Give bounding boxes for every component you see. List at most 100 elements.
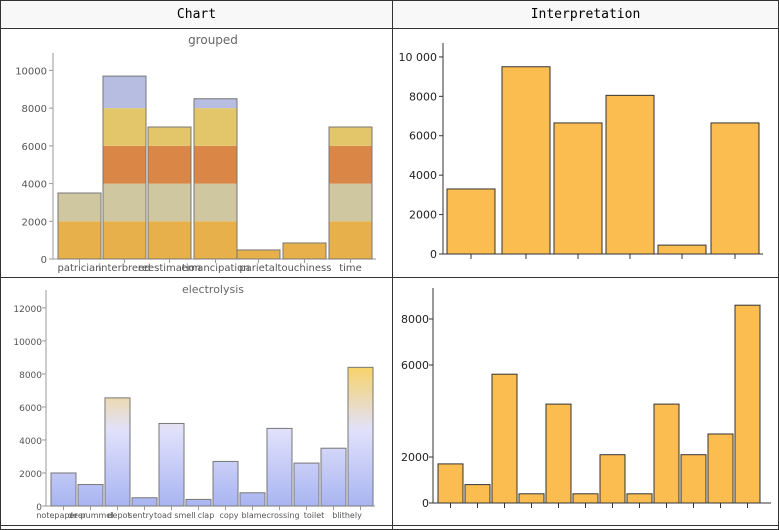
- x-tick-label: depot: [107, 511, 130, 520]
- bar-segment: [103, 76, 146, 109]
- y-tick-label: 10 000: [399, 51, 438, 64]
- bar: [605, 94, 655, 255]
- chart-interpretation-1: 0 2000 4000 6000 8000 10 000: [399, 43, 763, 261]
- bar: [707, 433, 734, 504]
- bar-segment: [329, 183, 372, 222]
- bar-segment: [148, 183, 191, 222]
- bar-segment: [194, 221, 237, 259]
- bar-segment: [103, 221, 146, 259]
- x-tick-label: pummel: [81, 511, 114, 520]
- y-tick-label: 0: [430, 248, 437, 261]
- bar: [710, 122, 760, 255]
- bar: [50, 472, 77, 507]
- bar-segment: [194, 108, 237, 146]
- x-tick-label: notepaper: [36, 511, 78, 520]
- bar: [626, 493, 653, 504]
- y-tick-label: 6000: [22, 142, 47, 153]
- x-tick-label: parietal: [239, 263, 277, 274]
- y-tick-label: 4000: [409, 169, 437, 182]
- bar-segment: [148, 221, 191, 259]
- bar-segment: [329, 145, 372, 184]
- y-tick-label: 2000: [409, 209, 437, 222]
- y-tick-label: 8000: [19, 371, 42, 381]
- header-interpretation: Interpretation: [393, 1, 778, 27]
- x-tick-label: blame: [242, 511, 267, 520]
- y-tick-label: 0: [422, 497, 429, 510]
- y-tick-label: 0: [41, 255, 47, 266]
- y-tick-label: 2000: [401, 451, 429, 464]
- bar: [653, 403, 680, 504]
- bar: [239, 492, 266, 507]
- bar-segment: [194, 183, 237, 222]
- x-tick-label: copy: [219, 511, 238, 520]
- chart-title: grouped: [188, 33, 238, 47]
- bar-segment: [194, 98, 237, 109]
- bar: [158, 422, 185, 507]
- bar-segment: [148, 127, 191, 146]
- bar: [446, 188, 496, 255]
- y-tick-label: 2000: [22, 217, 47, 228]
- bar-segment: [237, 249, 280, 259]
- y-tick-label: 10000: [13, 338, 42, 348]
- bar: [185, 498, 212, 507]
- y-tick-label: 8000: [401, 313, 429, 326]
- bar: [491, 373, 518, 504]
- bar-segment: [103, 108, 146, 146]
- y-tick-label: 2000: [19, 470, 42, 480]
- bar: [131, 497, 158, 507]
- y-tick-label: 6000: [401, 359, 429, 372]
- chart-title: electrolysis: [182, 283, 244, 296]
- y-tick-label: 6000: [409, 130, 437, 143]
- bar: [77, 484, 104, 507]
- bar-segment: [58, 221, 101, 259]
- bar: [212, 460, 239, 507]
- chart-electrolysis: electrolysis 0 2000 4000 6000 8000 10000 12000 n…: [13, 283, 375, 520]
- header-chart: Chart: [1, 1, 392, 27]
- x-tick-label: interbreed: [98, 263, 150, 274]
- bar: [347, 366, 374, 507]
- y-tick-label: 10000: [15, 66, 47, 77]
- bar-segment: [103, 145, 146, 184]
- bar-segment: [329, 221, 372, 259]
- x-tick-label: emancipation: [181, 263, 249, 274]
- bar: [599, 454, 626, 504]
- y-tick-label: 0: [36, 503, 42, 513]
- y-tick-label: 6000: [19, 404, 42, 414]
- x-tick-label: reestimation: [138, 263, 201, 274]
- y-tick-label: 4000: [22, 180, 47, 191]
- bar-segment: [194, 145, 237, 184]
- x-tick-label: crossing: [266, 511, 299, 520]
- bar-segment: [58, 193, 101, 222]
- x-tick-label: blithely: [332, 511, 362, 520]
- x-tick-label: deer: [68, 511, 87, 520]
- chart-grouped: grouped 0 2000 4000 6000 8000 10000 patricianin…: [15, 33, 376, 274]
- bar: [320, 447, 347, 507]
- x-tick-label: time: [339, 263, 362, 274]
- bar: [437, 463, 464, 504]
- y-tick-label: 8000: [409, 90, 437, 103]
- bar: [734, 304, 761, 504]
- bar-segment: [148, 145, 191, 184]
- bar: [572, 493, 599, 504]
- bar: [104, 397, 131, 507]
- bar: [657, 244, 707, 255]
- x-tick-label: clap: [198, 511, 215, 520]
- bar-segment: [283, 242, 326, 259]
- bar: [553, 122, 603, 255]
- bar: [464, 484, 491, 504]
- bar: [518, 493, 545, 504]
- x-tick-label: toad: [154, 511, 172, 520]
- bar: [266, 427, 293, 507]
- x-tick-label: touchiness: [278, 263, 332, 274]
- bar-segment: [103, 183, 146, 222]
- y-tick-label: 12000: [13, 305, 42, 315]
- bar: [501, 66, 551, 255]
- bar: [545, 403, 572, 504]
- y-tick-label: 4000: [19, 437, 42, 447]
- x-tick-label: toilet: [304, 511, 325, 520]
- bar: [680, 454, 707, 504]
- bar-segment: [329, 127, 372, 146]
- x-tick-label: smell: [174, 511, 195, 520]
- x-tick-label: patrician: [57, 263, 101, 274]
- chart-interpretation-2: 0 2000 6000 8000: [401, 288, 771, 510]
